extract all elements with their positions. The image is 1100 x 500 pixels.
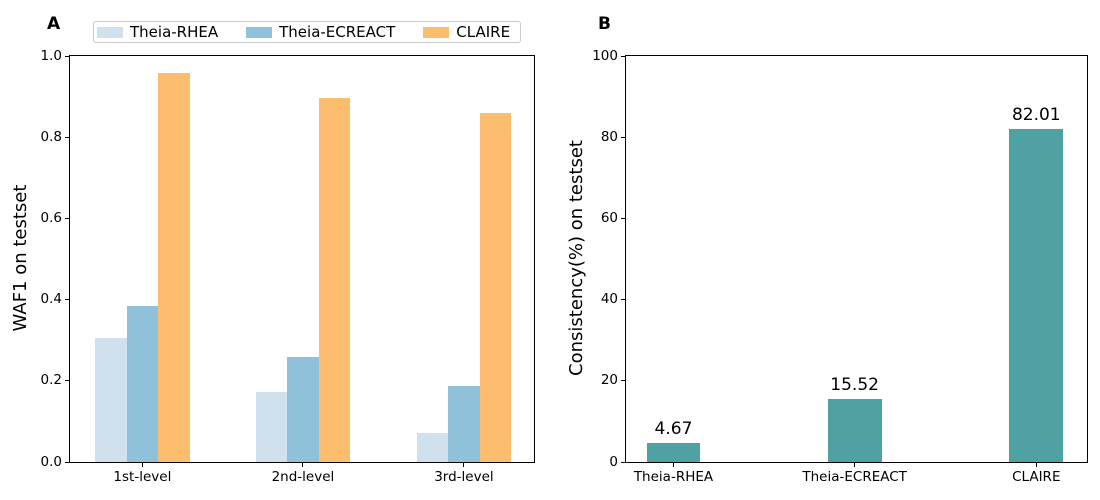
y-tick-mark bbox=[65, 461, 70, 463]
y-tick-mark bbox=[65, 299, 70, 301]
legend: Theia-RHEA Theia-ECREACT CLAIRE bbox=[93, 21, 522, 43]
panel-a-label: A bbox=[47, 14, 61, 34]
x-tick-mark bbox=[1035, 462, 1037, 467]
y-tick-label: 80 bbox=[600, 128, 618, 145]
y-tick-mark bbox=[65, 136, 70, 138]
bar-claire bbox=[158, 73, 190, 462]
panel-a-y-axis-label: WAF1 on testset bbox=[10, 184, 31, 332]
bar-claire bbox=[479, 113, 512, 462]
y-tick-mark bbox=[621, 136, 626, 138]
y-tick-label: 0.6 bbox=[40, 209, 62, 226]
legend-item-theia-ecreact: Theia-ECREACT bbox=[246, 22, 396, 41]
y-tick-mark bbox=[621, 55, 626, 57]
y-tick-label: 0.2 bbox=[40, 372, 62, 389]
y-tick-mark bbox=[65, 55, 70, 57]
y-tick-label: 20 bbox=[600, 372, 618, 389]
y-tick-label: 100 bbox=[592, 47, 618, 64]
bar-consistency bbox=[646, 443, 701, 462]
theia-ecreact-swatch-icon bbox=[246, 26, 273, 38]
y-tick-mark bbox=[621, 461, 626, 463]
x-tick-mark bbox=[672, 462, 674, 467]
legend-label-claire: CLAIRE bbox=[456, 22, 511, 41]
bar-theia-ecreact bbox=[448, 386, 480, 462]
bar-theia-ecreact bbox=[126, 305, 159, 462]
y-tick-label: 60 bbox=[600, 209, 618, 226]
y-tick-label: 40 bbox=[600, 290, 618, 307]
bar-consistency bbox=[1009, 129, 1064, 462]
bar-consistency bbox=[827, 399, 882, 462]
legend-label-theia-rhea: Theia-RHEA bbox=[130, 22, 219, 41]
x-tick-mark bbox=[463, 462, 465, 467]
x-tick-label: CLAIRE bbox=[1012, 469, 1061, 485]
y-tick-label: 0 bbox=[609, 453, 618, 470]
claire-swatch-icon bbox=[423, 26, 450, 38]
bar-value-label: 4.67 bbox=[654, 419, 693, 440]
y-tick-mark bbox=[621, 380, 626, 382]
x-tick-label: 3rd-level bbox=[434, 469, 494, 485]
legend-label-theia-ecreact: Theia-ECREACT bbox=[279, 22, 396, 41]
bar-claire bbox=[318, 97, 351, 462]
x-tick-label: 1st-level bbox=[113, 469, 172, 485]
y-tick-label: 1.0 bbox=[40, 47, 62, 64]
x-tick-mark bbox=[141, 462, 143, 467]
x-tick-mark bbox=[302, 462, 304, 467]
y-tick-label: 0.8 bbox=[40, 128, 62, 145]
y-tick-mark bbox=[65, 217, 70, 219]
panel-b-label: B bbox=[598, 14, 611, 34]
theia-rhea-swatch-icon bbox=[97, 26, 123, 38]
y-tick-mark bbox=[621, 217, 626, 219]
y-tick-label: 0.0 bbox=[40, 453, 62, 470]
panel-a-axes: 0.0 0.2 0.4 0.6 0.8 1.0 1st-level 2nd-level 3rd-… bbox=[41, 49, 535, 484]
legend-item-theia-rhea: Theia-RHEA bbox=[97, 22, 219, 41]
y-tick-mark bbox=[621, 299, 626, 301]
bar-value-label: 82.01 bbox=[1011, 105, 1061, 126]
y-tick-mark bbox=[65, 380, 70, 382]
x-tick-label: Theia-ECREACT bbox=[802, 469, 907, 485]
x-tick-label: Theia-RHEA bbox=[633, 469, 714, 485]
bar-theia-rhea bbox=[255, 391, 288, 462]
panel-b-y-axis-label: Consistency(%) on testset bbox=[566, 140, 587, 376]
x-tick-label: 2nd-level bbox=[271, 469, 335, 485]
bar-theia-ecreact bbox=[287, 356, 319, 462]
legend-item-claire: CLAIRE bbox=[423, 22, 511, 41]
bar-theia-rhea bbox=[416, 432, 449, 462]
bar-value-label: 15.52 bbox=[830, 375, 879, 395]
y-tick-label: 0.4 bbox=[40, 290, 62, 307]
bar-theia-rhea bbox=[95, 338, 127, 462]
x-tick-mark bbox=[854, 462, 856, 467]
panel-b-axes: 0 20 40 60 80 100 Theia-RHEA 4.67 Theia-ECREACT 1… bbox=[592, 49, 1088, 484]
